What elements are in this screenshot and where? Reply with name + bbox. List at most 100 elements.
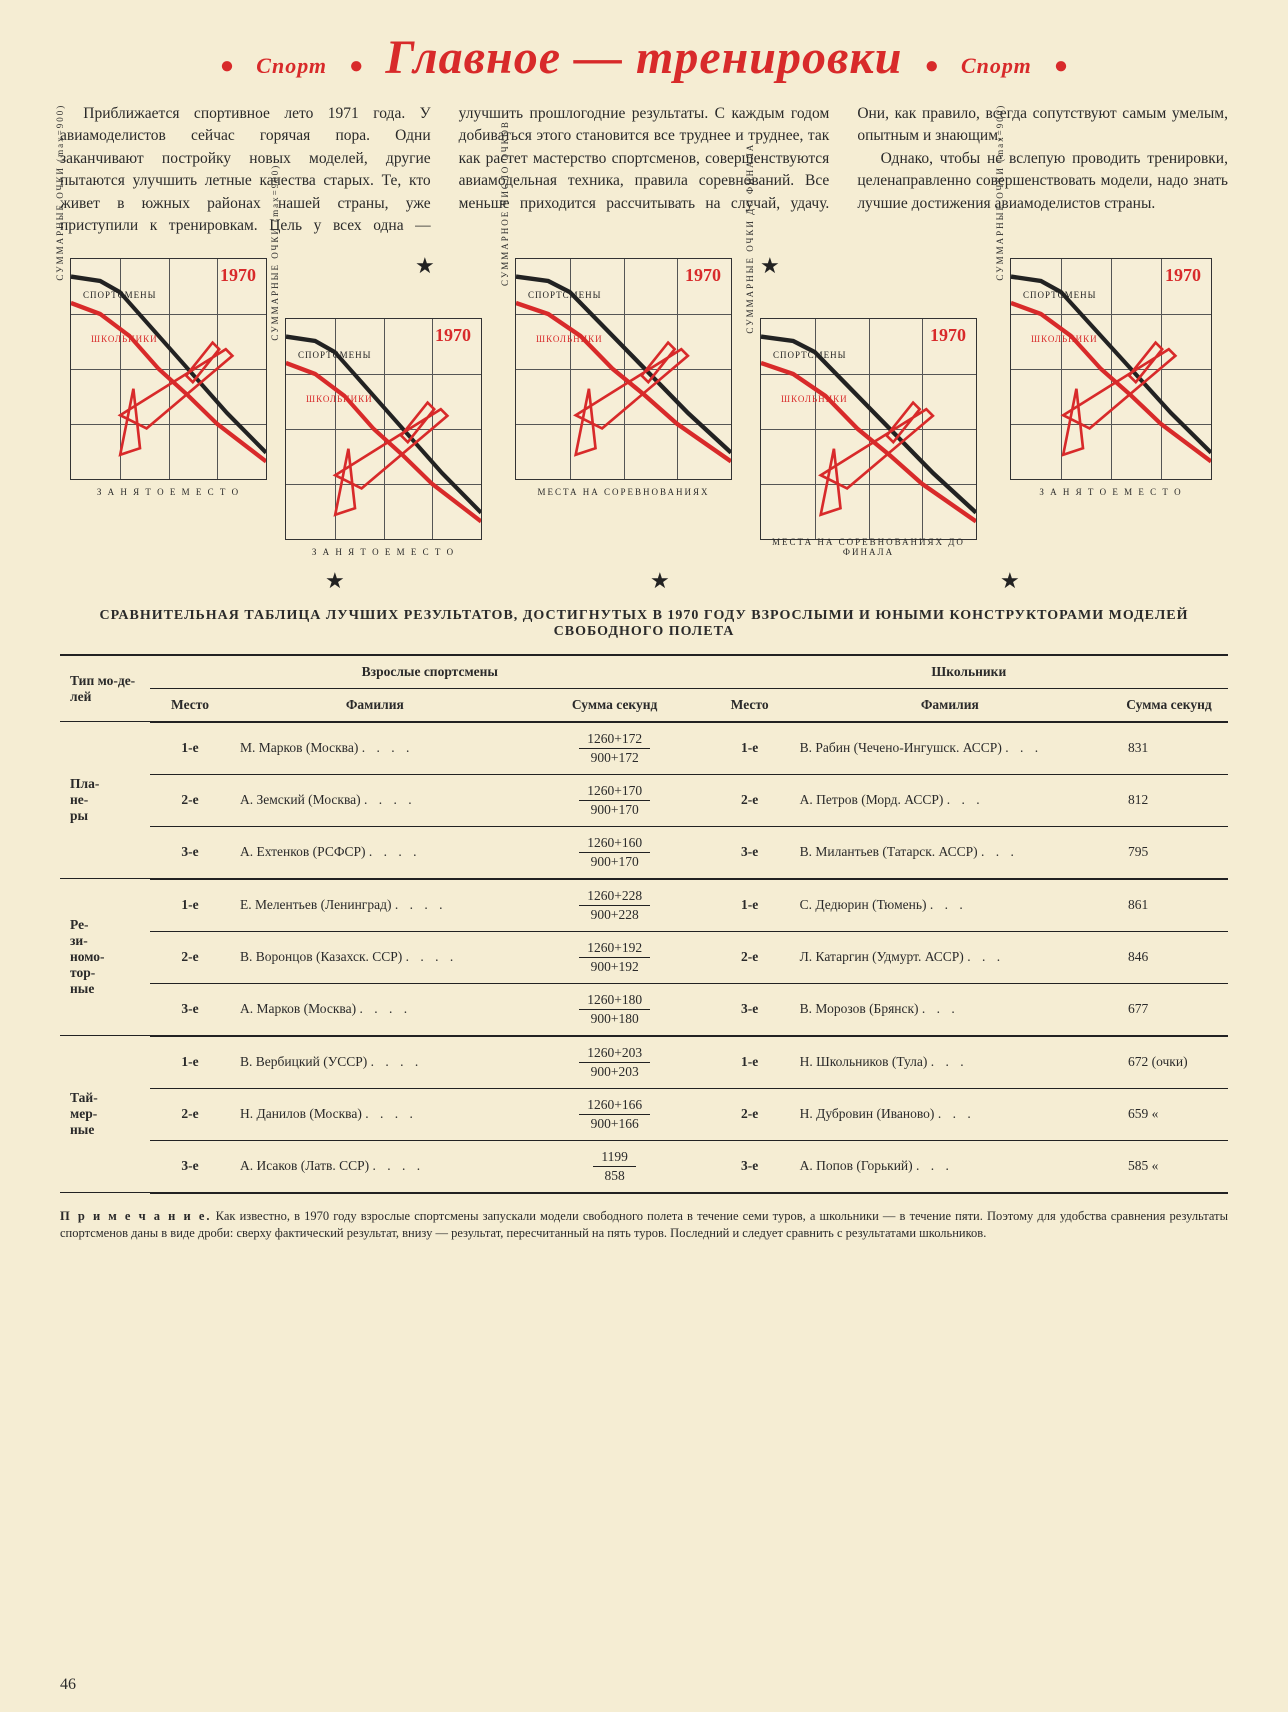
- model-type-cell: Ре-зи-номо-тор-ные: [60, 879, 150, 1036]
- table-body: Пла-не-ры1-еМ. Марков (Москва) . . . .12…: [60, 722, 1228, 1193]
- chart-xaxis-label: МЕСТА НА СОРЕВНОВАНИЯХ ДО ФИНАЛА: [761, 537, 976, 557]
- place-cell-school: 1-е: [710, 722, 790, 775]
- airplane-icon: [793, 396, 954, 528]
- table-row: 3-еА. Марков (Москва) . . . .1260+180900…: [60, 983, 1228, 1036]
- chart-yaxis-label: СУММАРНОЕ ЧИСЛО ОЧКОВ: [500, 120, 510, 286]
- sum-cell-school: 672 (очки): [1110, 1036, 1228, 1089]
- place-cell-school: 2-е: [710, 774, 790, 826]
- sum-fraction-cell: 1260+170900+170: [520, 774, 710, 826]
- place-cell: 1-е: [150, 1036, 230, 1089]
- name-cell-school: А. Петров (Морд. АССР) . . .: [790, 774, 1110, 826]
- bullet-icon: ●: [220, 54, 235, 78]
- airplane-icon: [548, 336, 709, 468]
- chart-legend-sportsmen: СПОРТСМЕНЫ: [528, 290, 601, 300]
- table-row: Пла-не-ры1-еМ. Марков (Москва) . . . .12…: [60, 722, 1228, 775]
- table-row: 2-еВ. Воронцов (Казахск. ССР) . . . .126…: [60, 931, 1228, 983]
- place-cell-school: 3-е: [710, 826, 790, 879]
- sum-fraction-cell: 1260+228900+228: [520, 879, 710, 932]
- sum-fraction-cell: 1260+160900+170: [520, 826, 710, 879]
- name-cell: А. Земский (Москва) . . . .: [230, 774, 520, 826]
- chart-year: 1970: [930, 325, 966, 346]
- chart-legend-sportsmen: СПОРТСМЕНЫ: [1023, 290, 1096, 300]
- col-place-2: Место: [710, 688, 790, 722]
- table-row: 2-еН. Данилов (Москва) . . . .1260+16690…: [60, 1088, 1228, 1140]
- charts-row: ★★★★★1970СПОРТСМЕНЫШКОЛЬНИКИСУММАРНЫЕ ОЧ…: [60, 258, 1228, 588]
- sum-cell-school: 659 «: [1110, 1088, 1228, 1140]
- airplane-icon: [1041, 336, 1191, 468]
- sum-fraction-cell: 1199858: [520, 1140, 710, 1193]
- table-row: 2-еА. Земский (Москва) . . . .1260+17090…: [60, 774, 1228, 826]
- table-row: Тай-мер-ные1-еВ. Вербицкий (УССР) . . . …: [60, 1036, 1228, 1089]
- chart-legend-sportsmen: СПОРТСМЕНЫ: [83, 290, 156, 300]
- name-cell-school: А. Попов (Горький) . . .: [790, 1140, 1110, 1193]
- sum-cell-school: 585 «: [1110, 1140, 1228, 1193]
- footnote: П р и м е ч а н и е. Как известно, в 197…: [60, 1208, 1228, 1242]
- table-row: Ре-зи-номо-тор-ные1-еЕ. Мелентьев (Ленин…: [60, 879, 1228, 932]
- name-cell-school: С. Дедюрин (Тюмень) . . .: [790, 879, 1110, 932]
- chart-legend-schoolkids: ШКОЛЬНИКИ: [1031, 334, 1098, 344]
- place-cell: 2-е: [150, 774, 230, 826]
- chart-year: 1970: [685, 265, 721, 286]
- star-icon: ★: [325, 568, 345, 594]
- sum-cell-school: 846: [1110, 931, 1228, 983]
- chart-legend-sportsmen: СПОРТСМЕНЫ: [298, 350, 371, 360]
- chart-legend-schoolkids: ШКОЛЬНИКИ: [536, 334, 603, 344]
- col-name: Фамилия: [230, 688, 520, 722]
- chart-legend-sportsmen: СПОРТСМЕНЫ: [773, 350, 846, 360]
- name-cell: А. Марков (Москва) . . . .: [230, 983, 520, 1036]
- star-icon: ★: [760, 253, 780, 279]
- sum-cell-school: 795: [1110, 826, 1228, 879]
- name-cell: М. Марков (Москва) . . . .: [230, 722, 520, 775]
- chart-yaxis-label: СУММАРНЫЕ ОЧКИ (max=900): [995, 104, 1005, 281]
- sum-fraction-cell: 1260+192900+192: [520, 931, 710, 983]
- place-cell-school: 3-е: [710, 983, 790, 1036]
- chart-xaxis-label: З А Н Я Т О Е М Е С Т О: [1011, 487, 1211, 497]
- magazine-page: ● Спорт ● Главное — тренировки ● Спорт ●…: [0, 0, 1288, 1712]
- performance-chart: 1970СПОРТСМЕНЫШКОЛЬНИКИСУММАРНЫЕ ОЧКИ (m…: [285, 318, 482, 540]
- star-icon: ★: [415, 253, 435, 279]
- name-cell: А. Ехтенков (РСФСР) . . . .: [230, 826, 520, 879]
- star-icon: ★: [1000, 568, 1020, 594]
- col-name-2: Фамилия: [790, 688, 1110, 722]
- name-cell: В. Воронцов (Казахск. ССР) . . . .: [230, 931, 520, 983]
- chart-year: 1970: [435, 325, 471, 346]
- sum-cell-school: 831: [1110, 722, 1228, 775]
- col-group-adults: Взрослые спортсмены: [150, 655, 710, 689]
- page-title: Главное — тренировки: [386, 30, 903, 85]
- place-cell: 3-е: [150, 1140, 230, 1193]
- model-type-cell: Пла-не-ры: [60, 722, 150, 879]
- body-text-columns: Приближается спортивное лето 1971 года. …: [60, 103, 1228, 238]
- chart-legend-schoolkids: ШКОЛЬНИКИ: [306, 394, 373, 404]
- bullet-icon: ●: [924, 54, 939, 78]
- name-cell: А. Исаков (Латв. ССР) . . . .: [230, 1140, 520, 1193]
- page-header: ● Спорт ● Главное — тренировки ● Спорт ●: [60, 30, 1228, 85]
- place-cell: 3-е: [150, 983, 230, 1036]
- place-cell: 2-е: [150, 1088, 230, 1140]
- table-caption: СРАВНИТЕЛЬНАЯ ТАБЛИЦА ЛУЧШИХ РЕЗУЛЬТАТОВ…: [60, 608, 1228, 640]
- footnote-text: Как известно, в 1970 году взрослые спорт…: [60, 1209, 1228, 1240]
- chart-xaxis-label: З А Н Я Т О Е М Е С Т О: [286, 547, 481, 557]
- sport-label: Спорт: [256, 53, 327, 79]
- place-cell: 1-е: [150, 879, 230, 932]
- chart-legend-schoolkids: ШКОЛЬНИКИ: [91, 334, 158, 344]
- place-cell-school: 2-е: [710, 1088, 790, 1140]
- name-cell-school: В. Рабин (Чечено-Ингушск. АССР) . . .: [790, 722, 1110, 775]
- sport-label: Спорт: [961, 53, 1032, 79]
- name-cell-school: В. Морозов (Брянск) . . .: [790, 983, 1110, 1036]
- name-cell: Н. Данилов (Москва) . . . .: [230, 1088, 520, 1140]
- performance-chart: 1970СПОРТСМЕНЫШКОЛЬНИКИСУММАРНЫЕ ОЧКИ ДО…: [760, 318, 977, 540]
- chart-yaxis-label: СУММАРНЫЕ ОЧКИ (max=900): [55, 104, 65, 281]
- place-cell-school: 1-е: [710, 879, 790, 932]
- col-type: Тип мо-де-лей: [60, 655, 150, 722]
- chart-legend-schoolkids: ШКОЛЬНИКИ: [781, 394, 848, 404]
- name-cell-school: Н. Школьников (Тула) . . .: [790, 1036, 1110, 1089]
- performance-chart: 1970СПОРТСМЕНЫШКОЛЬНИКИСУММАРНЫЕ ОЧКИ (m…: [1010, 258, 1212, 480]
- sum-fraction-cell: 1260+203900+203: [520, 1036, 710, 1089]
- airplane-icon: [100, 336, 246, 468]
- chart-yaxis-label: СУММАРНЫЕ ОЧКИ (max=900): [270, 164, 280, 341]
- footnote-label: П р и м е ч а н и е.: [60, 1209, 212, 1223]
- bullet-icon: ●: [1054, 54, 1069, 78]
- place-cell: 1-е: [150, 722, 230, 775]
- col-group-school: Школьники: [710, 655, 1228, 689]
- col-sum: Сумма секунд: [520, 688, 710, 722]
